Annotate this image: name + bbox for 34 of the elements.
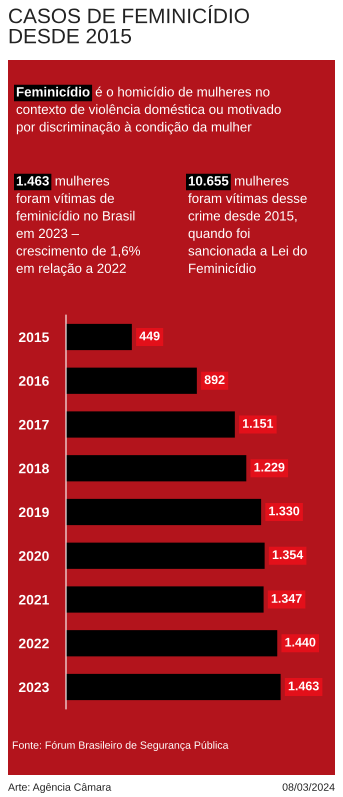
y-tick-label: 2020 [18, 551, 49, 561]
text: 1.463 mulheres foram vítimas de feminicídio no Brasil em 2023 – crescimento de 1,6% em relação a 2022 [16, 176, 140, 276]
bar [66, 455, 246, 482]
y-tick-label: 2019 [18, 507, 49, 518]
y-tick-label: 2017 [18, 420, 49, 430]
text: 08/03/2024 [282, 783, 335, 791]
bar [66, 586, 264, 613]
y-tick-label: 2016 [18, 376, 49, 386]
data-label: 1.463 [288, 682, 319, 690]
data-label: 1.151 [242, 419, 274, 428]
text: Feminicídio é o homicídio de mulheres no contexto de violência doméstica ou motivado por discriminação à condição da mulher [16, 86, 281, 134]
bar [66, 498, 262, 526]
y-tick-label: 2023 [18, 682, 49, 692]
data-label: 1.347 [272, 594, 302, 603]
y-tick-label: 2021 [18, 594, 49, 605]
source-note: Fonte: Fórum Brasileiro de Segurança Pública [12, 740, 228, 752]
y-tick-label: 2018 [18, 464, 49, 474]
data-label: 892 [204, 375, 225, 384]
bar [66, 630, 278, 656]
text: Arte: Agência Câmara [8, 783, 112, 793]
bar [66, 411, 235, 438]
text: 10.655 mulheres foram vítimas desse crime desde 2015, quando foi sancionada a Lei do Feminicídio [188, 176, 307, 274]
chart-title: CASOS DE FEMINICÍDIO DESDE 2015 [9, 5, 249, 44]
data-label: 1.440 [285, 638, 316, 647]
bar [66, 674, 281, 700]
data-label: 1.354 [272, 550, 304, 560]
y-tick-label: 2015 [18, 332, 49, 342]
bar [66, 324, 132, 350]
y-tick-label: 2022 [18, 638, 49, 648]
data-label: 1.330 [269, 506, 300, 516]
data-label: 449 [139, 332, 160, 340]
bar [66, 368, 197, 394]
bar [66, 542, 265, 569]
data-label: 1.229 [254, 462, 284, 472]
